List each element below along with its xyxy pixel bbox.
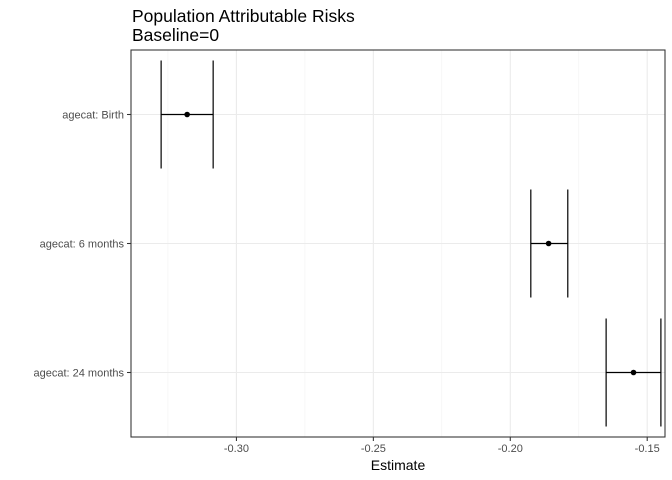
estimate-marks (160, 60, 662, 427)
x-tick-label: -0.15 (635, 443, 660, 455)
axes: -0.30 -0.25 -0.20 -0.15 agecat: Birth agecat:… (33, 110, 659, 456)
chart-subtitle: Baseline=0 (132, 25, 219, 45)
x-axis-title: Estimate (371, 457, 426, 473)
y-tick-label: agecat: 6 months (40, 239, 125, 251)
x-tick-label: -0.30 (224, 443, 249, 455)
x-tick-label: -0.20 (498, 443, 523, 455)
y-tick-label: agecat: Birth (62, 110, 124, 122)
estimate-point (545, 240, 552, 247)
estimate-point (630, 369, 637, 376)
x-tick-label: -0.25 (361, 443, 386, 455)
estimate-point (184, 111, 190, 118)
gridlines (131, 50, 665, 437)
chart-title: Population Attributable Risks (132, 6, 355, 26)
y-tick-label: agecat: 24 months (33, 368, 124, 380)
